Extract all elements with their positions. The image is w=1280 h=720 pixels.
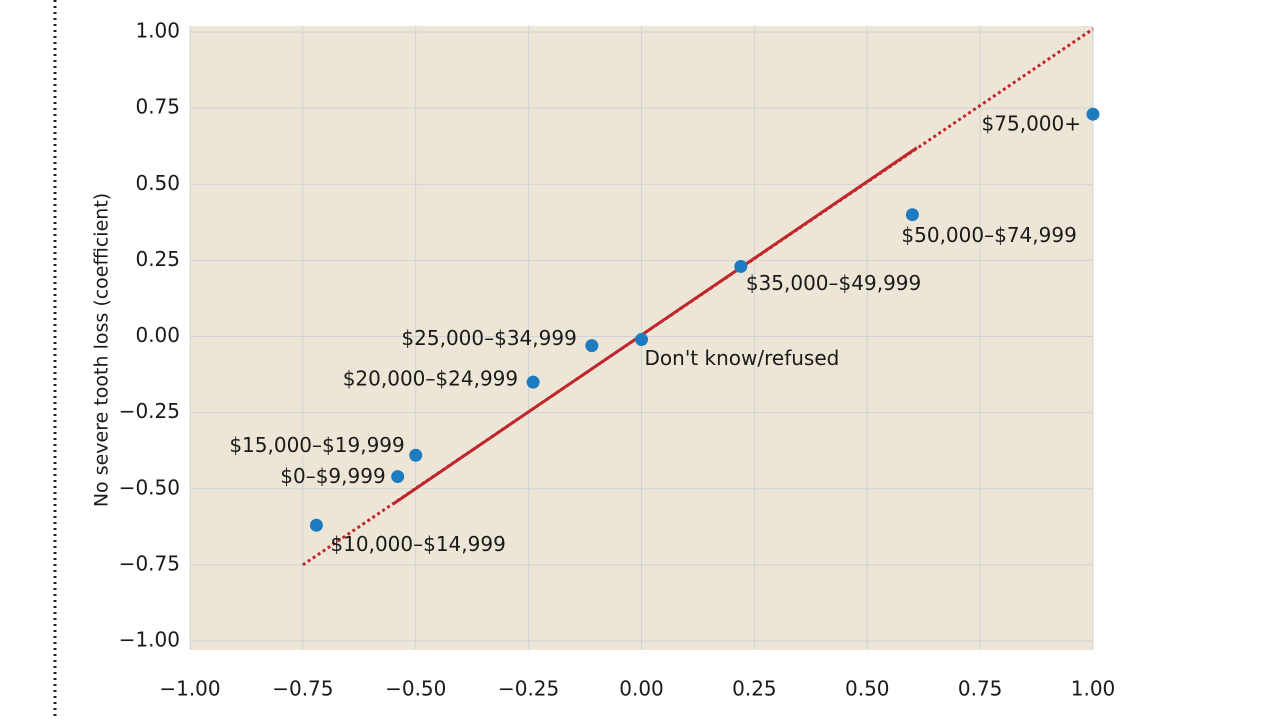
x-tick-label: 1.00 bbox=[1071, 677, 1116, 701]
y-axis-label: No severe tooth loss (coefficient) bbox=[91, 193, 113, 507]
y-tick-label: −0.75 bbox=[119, 551, 180, 575]
y-tick-label: 0.50 bbox=[135, 171, 180, 195]
y-tick-label: −0.25 bbox=[119, 399, 180, 423]
x-tick-label: −1.00 bbox=[159, 677, 220, 701]
point-label: $10,000–$14,999 bbox=[330, 532, 505, 556]
y-tick-label: −1.00 bbox=[119, 628, 180, 652]
point-label: $20,000–$24,999 bbox=[343, 367, 518, 391]
x-tick-label: −0.75 bbox=[272, 677, 333, 701]
x-tick-label: 0.00 bbox=[619, 677, 664, 701]
point-label: Don't know/refused bbox=[645, 346, 840, 370]
point-label: $15,000–$19,999 bbox=[229, 433, 404, 457]
y-tick-label: −0.50 bbox=[119, 475, 180, 499]
fit-line bbox=[392, 146, 918, 506]
x-tick-label: −0.25 bbox=[498, 677, 559, 701]
y-tick-label: 0.25 bbox=[135, 247, 180, 271]
point bbox=[309, 518, 323, 532]
point-label: $75,000+ bbox=[982, 112, 1081, 136]
y-tick-label: 1.00 bbox=[135, 19, 180, 43]
point-label: $25,000–$34,999 bbox=[401, 326, 576, 350]
point-label: $50,000–$74,999 bbox=[901, 223, 1076, 247]
point bbox=[409, 448, 423, 462]
point-label: $0–$9,999 bbox=[280, 464, 385, 488]
x-tick-label: 0.50 bbox=[845, 677, 890, 701]
point bbox=[391, 470, 405, 484]
x-tick-label: −0.50 bbox=[385, 677, 446, 701]
x-tick-label: 0.25 bbox=[732, 677, 777, 701]
point bbox=[734, 259, 748, 273]
point bbox=[1086, 107, 1100, 121]
point bbox=[905, 208, 919, 222]
y-tick-label: 0.00 bbox=[135, 323, 180, 347]
point-label: $35,000–$49,999 bbox=[746, 271, 921, 295]
point bbox=[526, 375, 540, 389]
point bbox=[585, 339, 599, 353]
point bbox=[635, 333, 648, 347]
y-tick-label: 0.75 bbox=[135, 95, 180, 119]
x-tick-label: 0.75 bbox=[958, 677, 1003, 701]
